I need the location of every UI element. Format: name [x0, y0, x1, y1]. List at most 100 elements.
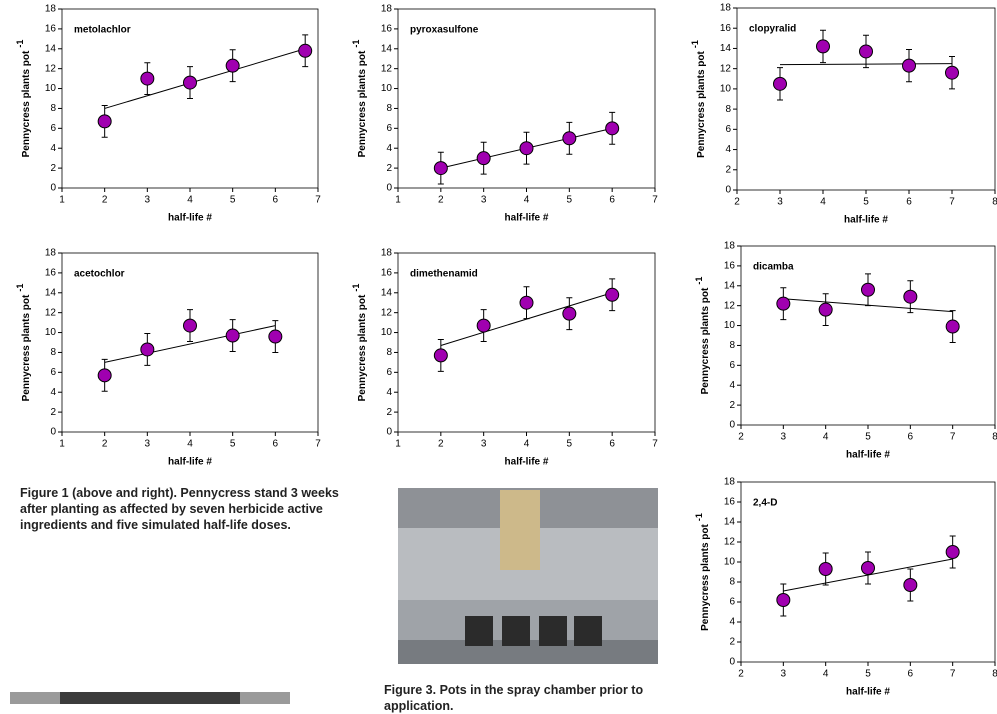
y-tick-label: 18: [45, 248, 57, 259]
y-axis-label-text: Pennycress plants pot: [700, 287, 711, 394]
y-tick-label: 18: [381, 4, 393, 15]
data-point: [861, 561, 875, 575]
y-tick-label: 2: [50, 407, 56, 418]
y-tick-label: 14: [724, 517, 736, 528]
y-tick-label: 0: [729, 657, 735, 668]
data-point: [605, 287, 620, 302]
plot-frame: [61, 252, 319, 433]
y-tick-label: 6: [386, 123, 392, 134]
y-axis-label-unit: -1: [15, 40, 25, 48]
data-point: [945, 319, 960, 334]
x-tick-label: 5: [863, 197, 869, 208]
x-tick-label: 7: [949, 197, 955, 208]
chart-title: clopyralid: [749, 24, 796, 35]
y-axis-label: Pennycress plants pot -1: [15, 40, 31, 158]
x-tick-label: 3: [781, 432, 787, 443]
y-tick-label: 8: [729, 340, 735, 351]
y-tick-label: 8: [386, 103, 392, 114]
x-tick-label: 7: [315, 195, 321, 206]
plot-frame: [740, 245, 996, 426]
x-tick-label: 7: [950, 669, 956, 680]
x-tick-label: 1: [395, 439, 401, 450]
data-point: [903, 578, 918, 592]
y-tick-label: 16: [720, 23, 732, 34]
x-tick-label: 3: [481, 195, 487, 206]
x-tick-label: 2: [102, 195, 108, 206]
chart-title: 2,4-D: [753, 498, 777, 509]
y-tick-label: 10: [381, 327, 393, 338]
x-tick-label: 5: [230, 439, 236, 450]
x-tick-label: 3: [777, 197, 783, 208]
y-tick-label: 0: [386, 183, 392, 194]
y-tick-label: 18: [45, 4, 57, 15]
y-tick-label: 18: [381, 248, 393, 259]
x-tick-label: 6: [906, 197, 912, 208]
x-tick-label: 3: [145, 439, 151, 450]
y-axis-label-text: Pennycress plants pot: [700, 523, 711, 630]
x-tick-label: 2: [438, 195, 444, 206]
y-tick-label: 12: [724, 537, 736, 548]
y-axis-label: Pennycress plants pot -1: [694, 277, 710, 395]
x-tick-label: 8: [992, 432, 997, 443]
y-tick-label: 2: [729, 637, 735, 648]
y-axis-label-unit: -1: [694, 277, 704, 285]
y-tick-label: 12: [381, 307, 393, 318]
y-tick-label: 18: [724, 241, 736, 252]
data-point: [476, 318, 491, 333]
y-tick-label: 14: [724, 280, 736, 291]
y-tick-label: 0: [725, 185, 731, 196]
data-point: [183, 75, 197, 90]
x-tick-label: 3: [145, 195, 151, 206]
x-tick-label: 6: [273, 439, 279, 450]
x-axis-label: half-life #: [168, 457, 212, 468]
y-tick-label: 8: [386, 347, 392, 358]
x-tick-label: 7: [652, 439, 658, 450]
y-tick-label: 4: [386, 143, 392, 154]
y-axis-label-unit: -1: [351, 40, 361, 48]
data-point: [562, 306, 577, 321]
x-tick-label: 4: [187, 195, 193, 206]
spray-chamber-photo: [398, 488, 658, 664]
x-tick-label: 6: [609, 195, 615, 206]
y-tick-label: 10: [720, 84, 732, 95]
y-tick-label: 6: [50, 367, 56, 378]
y-axis-label: Pennycress plants pot -1: [351, 40, 367, 158]
y-tick-label: 6: [729, 360, 735, 371]
x-tick-label: 8: [992, 669, 997, 680]
y-tick-label: 14: [381, 287, 393, 298]
data-point: [433, 161, 448, 176]
x-tick-label: 8: [992, 197, 997, 208]
data-point: [298, 43, 313, 58]
y-tick-label: 4: [729, 380, 735, 391]
y-axis-label-text: Pennycress plants pot: [696, 50, 707, 157]
y-axis-label: Pennycress plants pot -1: [694, 513, 710, 631]
x-tick-label: 6: [273, 195, 279, 206]
x-tick-label: 5: [567, 439, 573, 450]
y-tick-label: 4: [725, 144, 731, 155]
x-tick-label: 1: [59, 195, 65, 206]
y-tick-label: 16: [724, 497, 736, 508]
figure3-caption: Figure 3. Pots in the spray chamber prio…: [384, 683, 644, 713]
x-axis-label: half-life #: [846, 450, 890, 461]
x-tick-label: 5: [230, 195, 236, 206]
trend-line: [104, 48, 306, 109]
x-tick-label: 1: [59, 439, 65, 450]
y-axis-label-text: Pennycress plants pot: [357, 50, 368, 157]
data-point: [776, 296, 791, 311]
y-tick-label: 14: [381, 43, 393, 54]
x-tick-label: 6: [609, 439, 615, 450]
x-tick-label: 2: [734, 197, 740, 208]
data-point: [773, 76, 787, 91]
y-tick-label: 16: [45, 24, 57, 35]
y-tick-label: 10: [724, 557, 736, 568]
y-tick-label: 0: [729, 420, 735, 431]
x-tick-label: 1: [395, 195, 401, 206]
data-point: [818, 302, 833, 317]
data-point: [859, 44, 873, 59]
x-tick-label: 3: [481, 439, 487, 450]
chart-title: pyroxasulfone: [410, 25, 479, 36]
y-tick-label: 6: [50, 123, 56, 134]
y-tick-label: 4: [50, 387, 56, 398]
chart-title: dimethenamid: [410, 269, 478, 280]
